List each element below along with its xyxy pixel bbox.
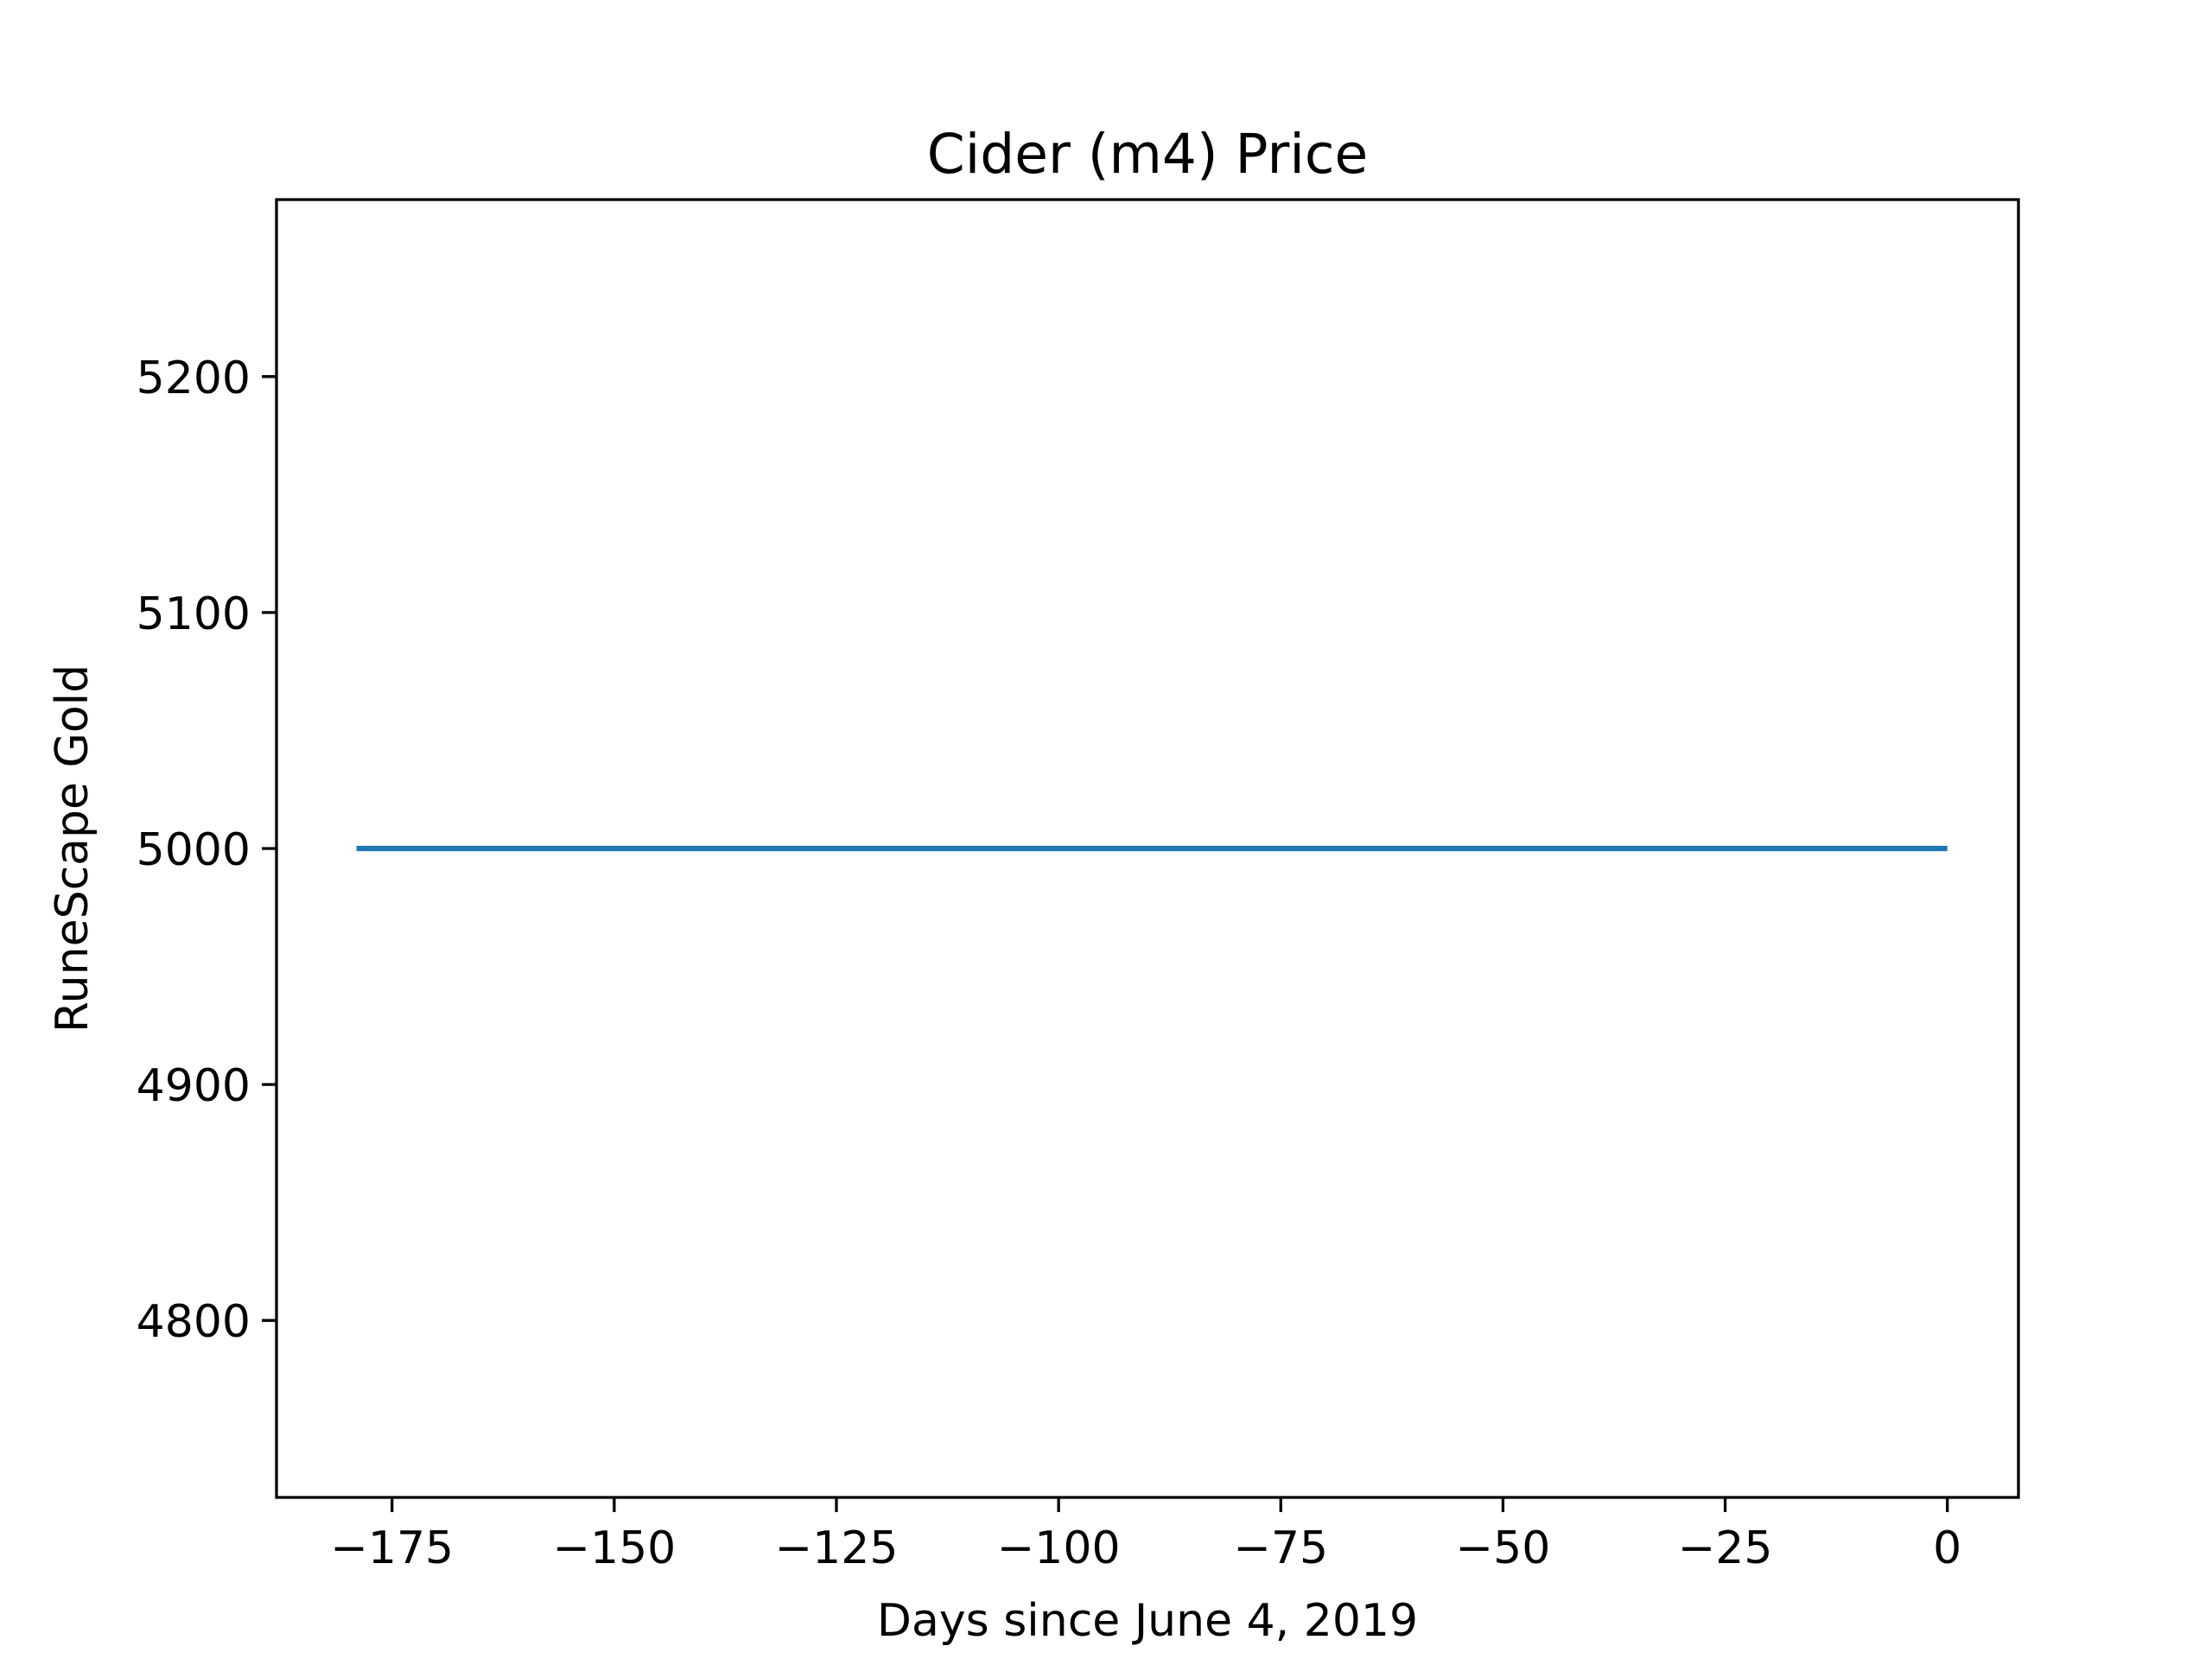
y-tick-label: 5000 [137, 824, 251, 876]
chart-title: Cider (m4) Price [927, 123, 1369, 186]
x-tick-label: −25 [1678, 1522, 1773, 1574]
y-axis: 4800 4900 5000 5100 5200 [137, 353, 276, 1348]
x-tick-label: −150 [552, 1522, 676, 1574]
y-tick-label: 5100 [137, 588, 251, 640]
x-tick-label: −100 [997, 1522, 1121, 1574]
x-tick-label: −175 [330, 1522, 454, 1574]
x-tick-label: −125 [775, 1522, 899, 1574]
x-tick-label: −50 [1456, 1522, 1551, 1574]
x-tick-label: −75 [1233, 1522, 1328, 1574]
y-tick-label: 4800 [137, 1296, 251, 1348]
y-tick-label: 4900 [137, 1060, 251, 1112]
y-tick-label: 5200 [137, 353, 251, 404]
x-axis-label: Days since June 4, 2019 [877, 1595, 1418, 1647]
plot-frame [275, 198, 2020, 1499]
x-axis: −175 −150 −125 −100 −75 −50 −25 0 [330, 1497, 1961, 1574]
y-axis-label: RuneScape Gold [47, 664, 99, 1033]
x-tick-label: 0 [1933, 1522, 1961, 1574]
